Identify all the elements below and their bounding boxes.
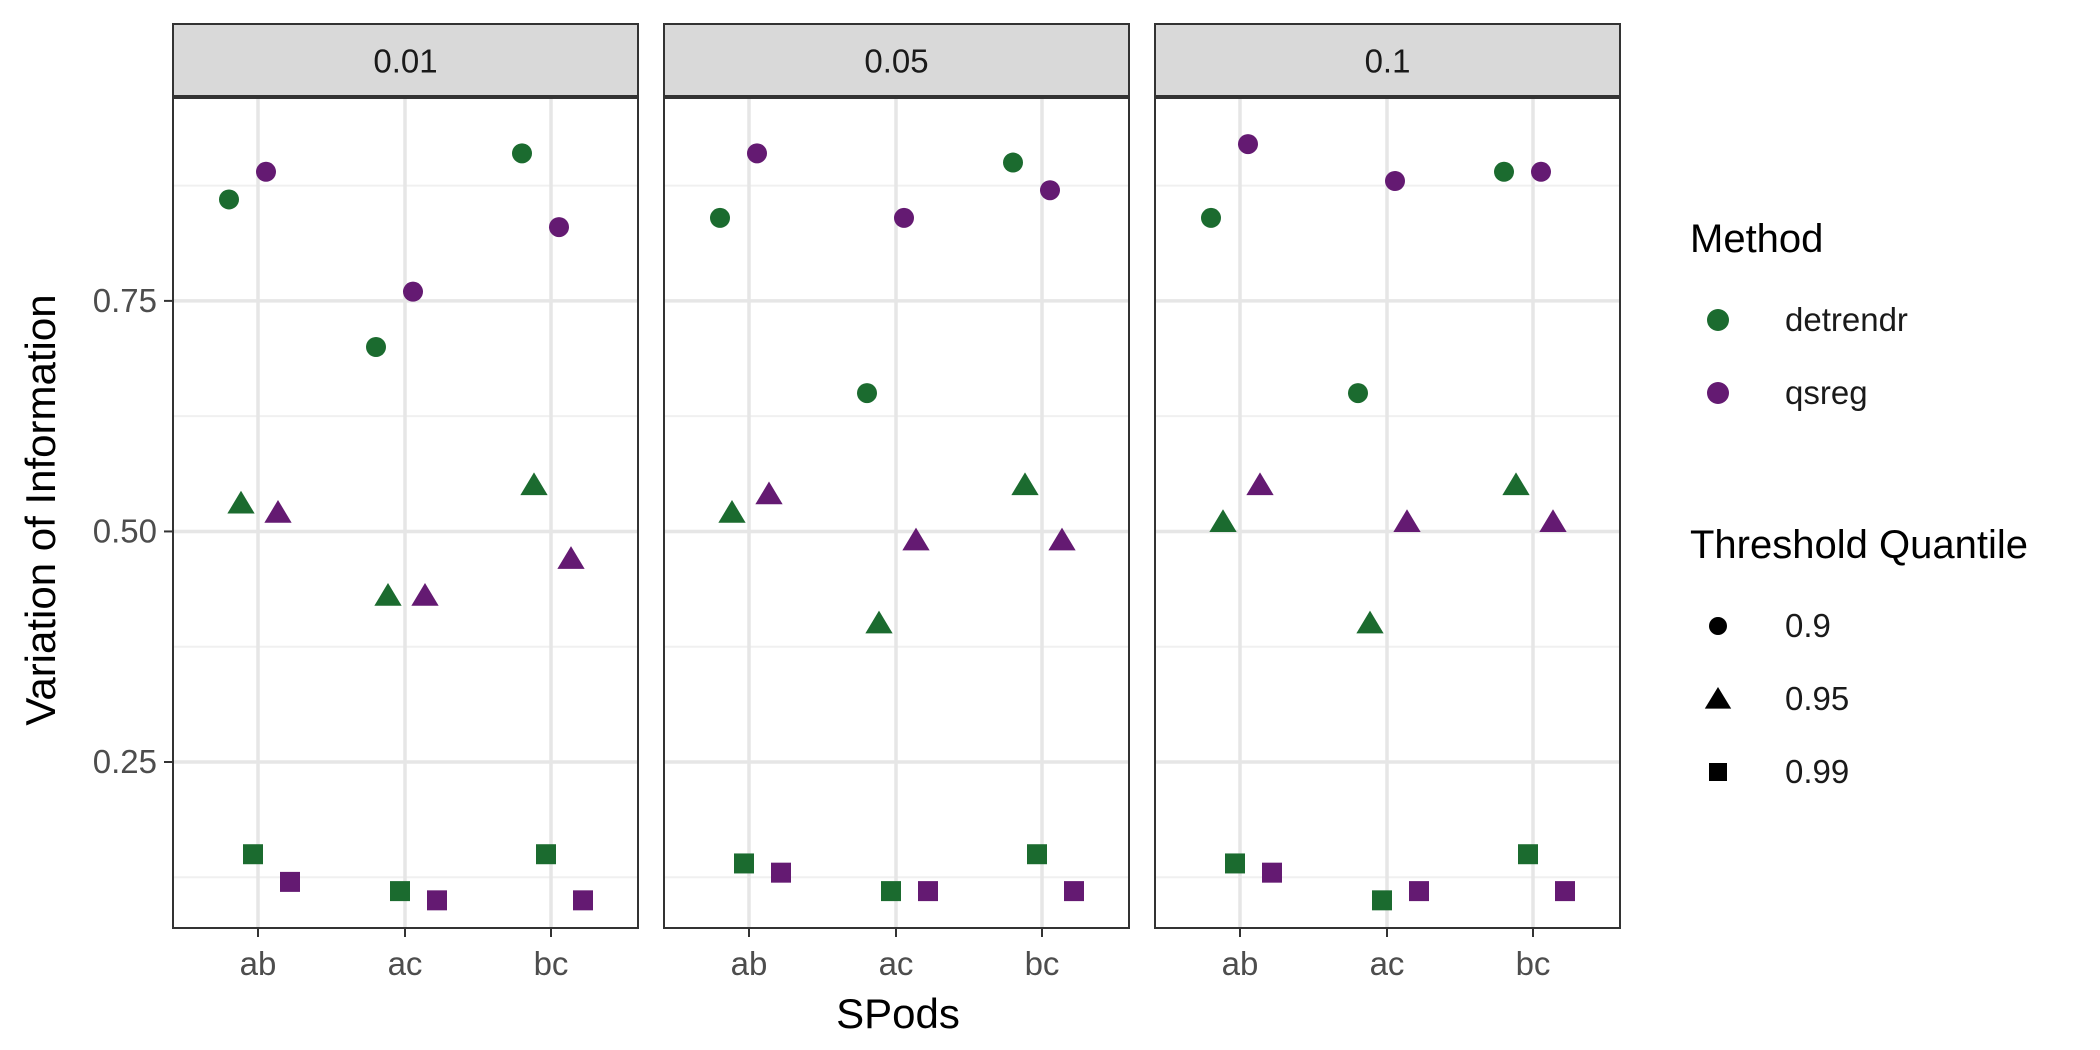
point-detrendr-q0.99-ab xyxy=(243,844,263,865)
point-qsreg-q0.95-ac xyxy=(411,583,439,606)
facet-strip-label: 0.1 xyxy=(1365,43,1411,80)
point-detrendr-q0.95-bc xyxy=(1011,472,1039,496)
legend-key-quantile-0.95 xyxy=(1704,687,1732,709)
point-detrendr-q0.95-ac xyxy=(865,610,893,634)
point-qsreg-q0.9-ac xyxy=(403,281,423,302)
point-qsreg-q0.9-ac xyxy=(1385,171,1405,191)
x-tick-label: bc xyxy=(534,945,569,982)
x-tick-label: bc xyxy=(1516,945,1551,982)
x-axis-title-group: SPods xyxy=(836,990,960,1037)
point-detrendr-q0.95-bc xyxy=(520,472,548,496)
point-detrendr-q0.99-ab xyxy=(1225,853,1245,874)
point-detrendr-q0.99-ac xyxy=(390,881,410,902)
point-qsreg-q0.95-bc xyxy=(1539,509,1567,532)
point-detrendr-q0.99-ab xyxy=(734,853,754,874)
legend-key-qsreg xyxy=(1707,382,1729,404)
point-qsreg-q0.95-ac xyxy=(902,527,930,551)
y-axis-title-group: Variation of Information xyxy=(17,294,64,725)
x-tick-label: ab xyxy=(240,945,277,982)
x-tick-label: ac xyxy=(1370,945,1405,982)
point-qsreg-q0.95-bc xyxy=(1048,527,1076,551)
point-qsreg-q0.9-ab xyxy=(256,161,276,182)
facet-strip xyxy=(1154,23,1621,98)
point-detrendr-q0.99-ac xyxy=(1372,890,1392,911)
point-detrendr-q0.95-ac xyxy=(1356,610,1384,634)
facet-strip-label: 0.05 xyxy=(864,43,928,80)
point-detrendr-q0.95-ab xyxy=(718,500,746,523)
point-qsreg-q0.9-ab xyxy=(747,143,767,164)
point-qsreg-q0.95-ab xyxy=(264,500,292,523)
point-qsreg-q0.99-ab xyxy=(280,871,300,892)
y-tick-label: 0.25 xyxy=(93,743,157,780)
legend-method-title: Method xyxy=(1690,217,1823,261)
x-tick-label: ac xyxy=(388,945,423,982)
point-qsreg-q0.95-bc xyxy=(557,546,585,569)
point-qsreg-q0.99-ab xyxy=(771,862,791,883)
point-detrendr-q0.9-ac xyxy=(857,383,877,404)
facet-panels: 0.01 ab ac bc 0.05 ab ac bc 0.1 ab ac bc 0.25 0.50 0.7… xyxy=(93,23,1621,982)
y-axis-title: Variation of Information xyxy=(17,294,64,725)
legend-quantile-items: 0.9 0.95 0.99 xyxy=(1704,607,1849,790)
legend-label-quantile-0.9: 0.9 xyxy=(1785,607,1831,644)
point-detrendr-q0.95-ab xyxy=(227,490,255,514)
point-qsreg-q0.99-ac xyxy=(918,881,938,902)
point-qsreg-q0.95-ab xyxy=(1246,472,1274,496)
point-detrendr-q0.9-bc xyxy=(512,143,532,164)
point-detrendr-q0.95-ab xyxy=(1209,509,1237,532)
facet-panel-0.05: 0.05 ab ac bc xyxy=(663,23,1130,982)
point-detrendr-q0.9-bc xyxy=(1494,161,1514,182)
point-qsreg-q0.9-bc xyxy=(1531,161,1551,182)
point-detrendr-q0.9-ab xyxy=(710,207,730,228)
legend-key-quantile-0.9 xyxy=(1709,617,1727,635)
x-tick-label: ac xyxy=(879,945,914,982)
y-axis: 0.25 0.50 0.75 xyxy=(93,282,173,780)
point-qsreg-q0.99-ac xyxy=(427,890,447,911)
legend-key-quantile-0.99 xyxy=(1709,763,1727,781)
legend-label-detrendr: detrendr xyxy=(1785,301,1908,338)
y-tick-label: 0.75 xyxy=(93,282,157,319)
x-axis-title: SPods xyxy=(836,990,960,1037)
facet-panel-0.01: 0.01 ab ac bc xyxy=(172,23,639,982)
point-detrendr-q0.99-bc xyxy=(536,844,556,865)
point-qsreg-q0.99-ab xyxy=(1262,862,1282,883)
point-qsreg-q0.99-ac xyxy=(1409,881,1429,902)
point-detrendr-q0.9-ab xyxy=(1201,207,1221,228)
point-qsreg-q0.95-ab xyxy=(755,481,783,505)
facet-strip-label: 0.01 xyxy=(373,43,437,80)
legend-label-quantile-0.95: 0.95 xyxy=(1785,680,1849,717)
point-detrendr-q0.9-bc xyxy=(1003,152,1023,173)
point-detrendr-q0.95-bc xyxy=(1502,472,1530,496)
x-tick-label: bc xyxy=(1025,945,1060,982)
point-qsreg-q0.95-ac xyxy=(1393,509,1421,532)
point-detrendr-q0.99-ac xyxy=(881,881,901,902)
x-tick-label: ab xyxy=(731,945,768,982)
point-detrendr-q0.9-ac xyxy=(1348,383,1368,404)
point-qsreg-q0.9-ab xyxy=(1238,134,1258,155)
point-qsreg-q0.9-ac xyxy=(894,207,914,228)
legend-label-qsreg: qsreg xyxy=(1785,374,1868,411)
x-tick-label: ab xyxy=(1222,945,1259,982)
legend-method-items: detrendr qsreg xyxy=(1707,301,1908,411)
legend-label-quantile-0.99: 0.99 xyxy=(1785,753,1849,790)
legend-quantile-title: Threshold Quantile xyxy=(1690,523,2028,567)
point-qsreg-q0.99-bc xyxy=(1064,881,1084,902)
point-detrendr-q0.9-ac xyxy=(366,337,386,357)
facet-strip xyxy=(663,23,1130,98)
point-detrendr-q0.99-bc xyxy=(1518,844,1538,865)
point-qsreg-q0.99-bc xyxy=(573,890,593,911)
point-detrendr-q0.9-ab xyxy=(219,189,239,210)
point-qsreg-q0.9-bc xyxy=(1040,180,1060,201)
point-detrendr-q0.99-bc xyxy=(1027,844,1047,865)
point-qsreg-q0.9-bc xyxy=(549,217,569,238)
facet-panel-0.1: 0.1 ab ac bc xyxy=(1154,23,1621,982)
legend-key-detrendr xyxy=(1707,309,1729,331)
point-qsreg-q0.99-bc xyxy=(1555,881,1575,902)
y-tick-label: 0.50 xyxy=(93,512,157,549)
point-detrendr-q0.95-ac xyxy=(374,583,402,606)
